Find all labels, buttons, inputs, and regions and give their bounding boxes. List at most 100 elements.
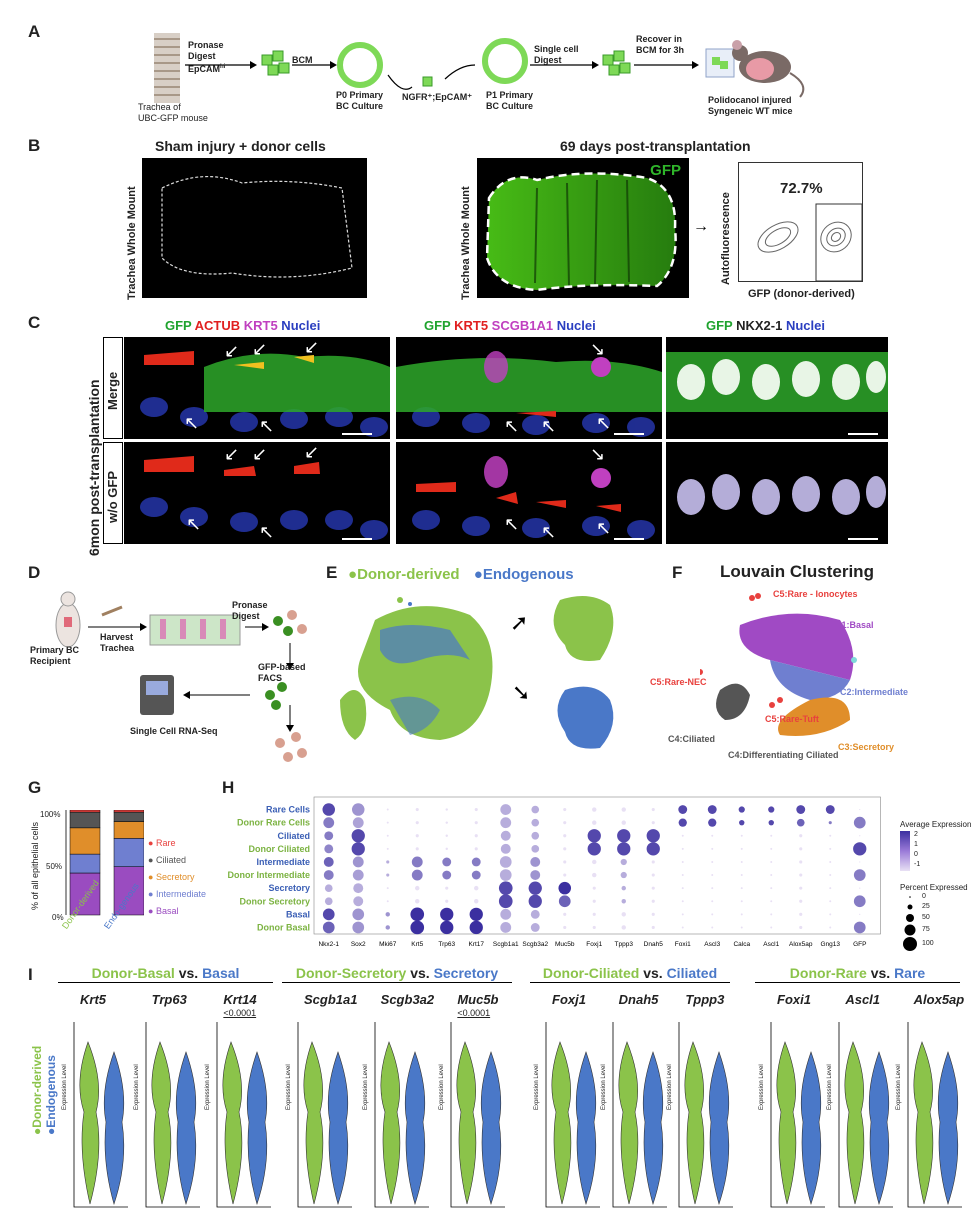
h-gene-label: Tppp3 <box>615 941 634 948</box>
h-dot <box>829 926 832 929</box>
g-legend-dot-intermediate: ● <box>148 889 154 899</box>
h-pct-75: 75 <box>922 926 930 933</box>
d-seq-label: Single Cell RNA-Seq <box>130 726 218 736</box>
i-vs: vs. <box>178 965 199 981</box>
g-ytick-100: 100% <box>40 810 61 819</box>
c-col2-header: GFP KRT5 SCGB1A1 Nuclei <box>424 318 596 333</box>
svg-text:↖: ↖ <box>259 416 274 436</box>
h-dot <box>592 859 597 865</box>
h-dot <box>385 925 390 930</box>
h-dot <box>500 922 512 933</box>
i-violin-donor <box>913 1041 933 1205</box>
p0-label-1: P0 Primary <box>336 90 384 100</box>
f-label-ionocytes: C5:Rare - Ionocytes <box>773 589 858 599</box>
h-dot <box>415 847 419 851</box>
h-dot <box>770 874 773 877</box>
i-violin-plot <box>216 1022 272 1208</box>
panel-b-title-right: 69 days post-transplantation <box>560 138 751 154</box>
h-dot <box>471 857 481 867</box>
i-violin-endogenous <box>327 1051 349 1206</box>
i-vs: vs. <box>410 965 430 981</box>
h-pct-50: 50 <box>922 914 930 921</box>
h-dot <box>530 909 540 919</box>
i-violin-donor <box>844 1041 865 1205</box>
h-dot <box>678 818 687 827</box>
h-expr-tick-0: 0 <box>914 851 918 858</box>
h-dot <box>592 807 597 812</box>
h-dot <box>411 869 423 881</box>
h-dot <box>587 829 601 843</box>
h-dot <box>386 821 389 824</box>
h-dot <box>415 834 419 838</box>
svg-text:↙: ↙ <box>304 442 319 462</box>
i-group-b: Rare <box>894 965 926 981</box>
i-ylabel: Expression Level <box>62 1064 68 1110</box>
i-group-a: Donor-Rare <box>789 965 867 981</box>
g-ylabel: % of all epithelial cells <box>30 821 40 910</box>
mouse-label-1: Polidocanol injured <box>708 95 792 105</box>
i-gene-title: Dnah5 <box>618 992 659 1007</box>
h-dot <box>563 912 567 916</box>
h-dot <box>499 856 512 868</box>
h-dot <box>322 921 335 934</box>
h-dot <box>474 899 479 904</box>
step3-label-1: Single cell <box>534 44 579 54</box>
c-nogfp-col3-image <box>666 442 888 544</box>
f-label-nec: C5:Rare-NEC <box>650 677 707 687</box>
i-violin-donor <box>222 1041 243 1205</box>
h-dot <box>621 899 626 904</box>
h-dot <box>711 900 714 903</box>
cell-cluster-icon <box>261 50 290 76</box>
h-dot <box>386 834 389 837</box>
i-ylabel: Expression Level <box>759 1064 765 1110</box>
h-gene-label: Muc5b <box>555 941 575 948</box>
h-dot <box>740 913 743 916</box>
i-side-donor: Donor-derived <box>30 1045 44 1128</box>
h-dot <box>563 847 567 851</box>
i-violin-donor <box>618 1041 638 1205</box>
c-merge-col3-image <box>666 337 888 439</box>
h-dot <box>711 847 714 850</box>
h-legend-expr-title: Average Expression <box>900 820 972 829</box>
h-dot <box>681 874 684 877</box>
i-gene-title: Alox5ap <box>913 992 965 1007</box>
h-legend-pct-title: Percent Expressed <box>900 883 968 892</box>
h-dot <box>651 886 655 890</box>
i-ylabel: Expression Level <box>534 1064 540 1110</box>
i-group-header: Donor-Ciliated vs. Ciliated <box>530 965 730 983</box>
h-dot <box>531 845 540 853</box>
i-gene-title: Krt5 <box>80 992 107 1007</box>
g-legend-rare: Rare <box>155 838 176 848</box>
h-dot <box>500 804 512 815</box>
sequencer-icon <box>140 675 174 715</box>
h-dot <box>711 913 714 916</box>
i-violin-donor <box>79 1041 100 1205</box>
h-dot <box>768 806 775 813</box>
i-violin-donor <box>551 1041 572 1205</box>
step1-sup: hi <box>220 64 226 70</box>
g-bar-segment <box>113 866 144 916</box>
i-ylabel: Expression Level <box>895 1064 902 1110</box>
i-gene-title: Tppp3 <box>685 992 725 1007</box>
h-gene-label: Ascl3 <box>704 941 720 948</box>
flow-xlabel: GFP (donor-derived) <box>748 288 855 300</box>
h-dot <box>859 913 861 915</box>
g-bar-segment <box>69 872 101 916</box>
c-col3-header: GFP NKX2-1 Nuclei <box>706 318 825 333</box>
g-ytick-50: 50% <box>46 862 63 871</box>
step4-label-1: Recover in <box>636 34 683 44</box>
h-row-label: Rare Cells <box>266 805 310 815</box>
h-gene-label: Sox2 <box>351 941 366 948</box>
h-dot <box>711 887 714 890</box>
panel-b-ylabel-right: Trachea Whole Mount <box>460 186 472 300</box>
h-dot <box>799 847 803 851</box>
i-violin-endogenous <box>800 1051 822 1206</box>
trachea-icon <box>154 33 180 103</box>
h-dot <box>563 873 567 877</box>
g-legend-ciliated: Ciliated <box>155 855 186 865</box>
i-violin-endogenous <box>404 1051 425 1206</box>
i-violin-endogenous <box>175 1051 196 1206</box>
h-expr-tick-1: 1 <box>914 841 918 848</box>
h-gene-label: Krt5 <box>411 941 423 948</box>
h-gene-label: Dnah5 <box>644 941 664 948</box>
